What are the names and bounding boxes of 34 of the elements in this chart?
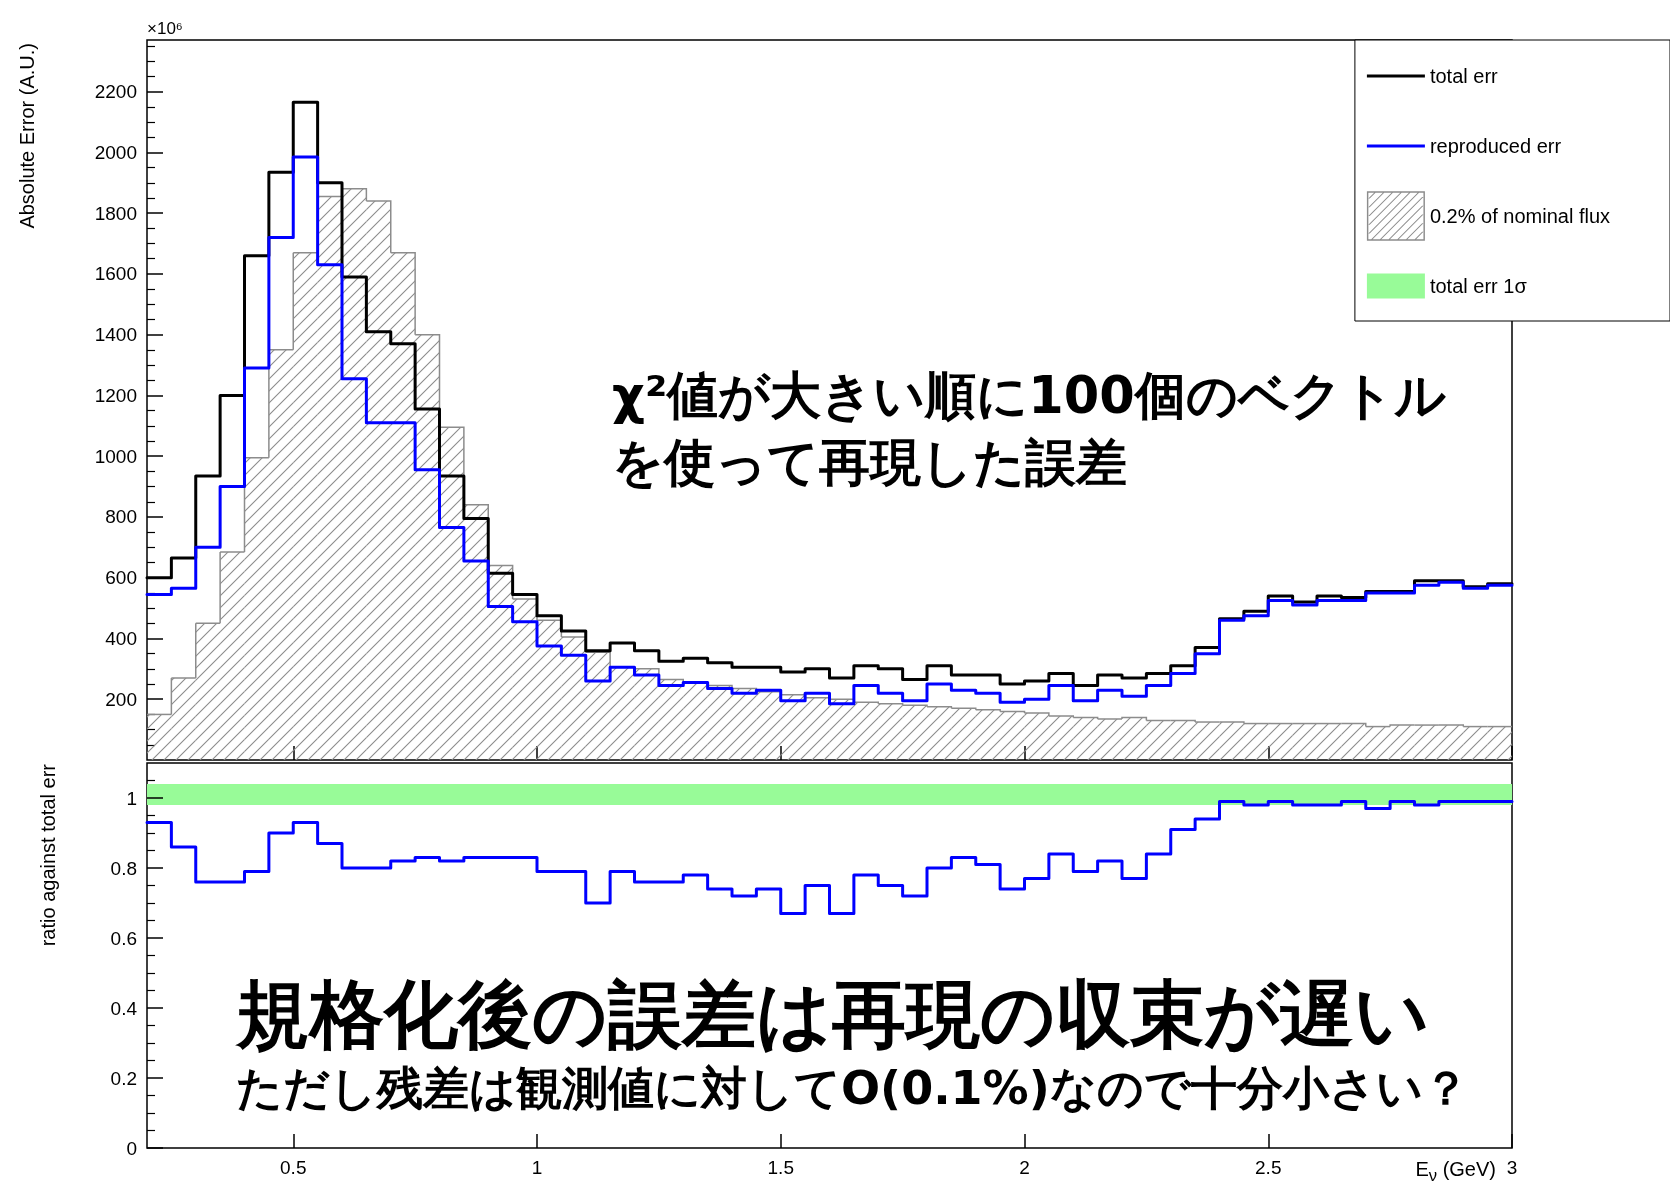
- y-tick-label: 0.8: [110, 857, 137, 879]
- x-tick-label: 3: [1506, 1157, 1518, 1178]
- x-tick-label: 1: [531, 1157, 543, 1178]
- x-tick-label: 0.5: [280, 1157, 307, 1178]
- y-tick-label: 2200: [94, 81, 137, 103]
- y-tick-label: 0.4: [110, 997, 138, 1019]
- x-tick-label: 1.5: [767, 1157, 794, 1178]
- y-tick-label: 600: [105, 567, 137, 589]
- legend-label: total err 1σ: [1429, 275, 1528, 297]
- y-tick-label: 400: [105, 627, 137, 649]
- y-tick-label: 1000: [94, 445, 137, 467]
- y-tick-label: 200: [105, 688, 137, 710]
- y-tick-label: 800: [105, 506, 137, 528]
- x-tick-label: 2: [1019, 1157, 1030, 1178]
- y-tick-label: 0: [126, 1137, 137, 1159]
- y-tick-label: 1600: [94, 263, 137, 285]
- y-tick-label: 1400: [94, 324, 137, 346]
- annotation: ただし残差は観測値に対してO(0.1%)なので十分小さい？: [236, 1061, 1469, 1115]
- y-tick-label: 1200: [94, 384, 137, 406]
- x-axis-title: E$_{ν}$ (GeV): [1415, 1157, 1496, 1185]
- y-axis-title: Absolute Error (A.U.): [16, 43, 38, 229]
- x-tick-label: 2.5: [1255, 1157, 1282, 1178]
- text: total err: [1429, 65, 1498, 87]
- y-tick-label: 1: [126, 787, 137, 809]
- text: ×10⁶: [147, 19, 183, 38]
- y-tick-label: 1800: [94, 202, 137, 224]
- text: 0.2% of nominal flux: [1429, 205, 1611, 227]
- annotation: χ²値が大きい順に100個のベクトルを使って再現した誤差: [612, 366, 1446, 492]
- y-tick-label: 0.6: [110, 927, 137, 949]
- text: reproduced err: [1429, 135, 1562, 157]
- annotation: 規格化後の誤差は再現の収束が遅い: [235, 971, 1430, 1057]
- y-tick-label: 2000: [94, 141, 137, 163]
- y-tick-label: 0.2: [110, 1067, 137, 1089]
- y-axis-title: ratio against total err: [37, 763, 59, 947]
